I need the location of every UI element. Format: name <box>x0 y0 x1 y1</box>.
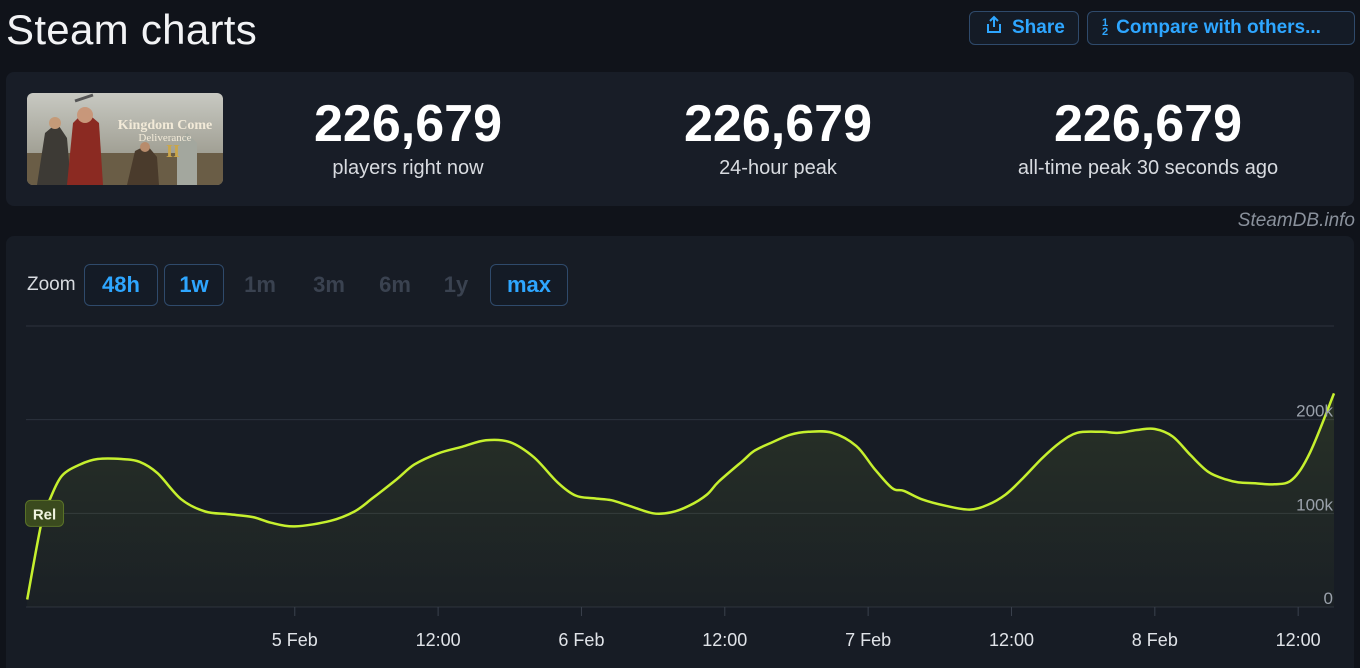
zoom-label: Zoom <box>27 274 76 295</box>
zoom-max-button[interactable]: max <box>490 264 568 306</box>
share-button[interactable]: Share <box>969 11 1079 45</box>
svg-text:Deliverance: Deliverance <box>138 132 191 144</box>
x-tick-label: 12:00 <box>416 630 461 650</box>
stat-players-now: 226,679 players right now <box>253 92 563 180</box>
y-tick-label: 0 <box>1324 589 1333 608</box>
steamdb-watermark[interactable]: SteamDB.info <box>1237 210 1355 231</box>
peak-24h-value: 226,679 <box>684 95 872 153</box>
zoom-1y-button[interactable]: 1y <box>443 272 469 297</box>
x-tick-label: 12:00 <box>702 630 747 650</box>
svg-text:II: II <box>166 141 180 161</box>
zoom-3m-button[interactable]: 3m <box>313 272 345 297</box>
x-tick-label: 7 Feb <box>845 630 891 650</box>
x-tick-label: 12:00 <box>989 630 1034 650</box>
x-tick-label: 5 Feb <box>272 630 318 650</box>
x-tick-label: 8 Feb <box>1132 630 1178 650</box>
share-label: Share <box>1012 17 1065 38</box>
compare-label: Compare with others... <box>1116 17 1321 38</box>
stats-panel: Kingdom Come Deliverance II 226,679 play… <box>6 72 1354 206</box>
game-thumbnail[interactable]: Kingdom Come Deliverance II <box>27 93 223 185</box>
zoom-6m-button[interactable]: 6m <box>379 272 411 297</box>
series-line <box>25 392 1336 600</box>
release-marker-label: Rel <box>33 506 56 523</box>
zoom-1w-button[interactable]: 1w <box>164 264 224 306</box>
all-time-peak-value: 226,679 <box>1054 95 1242 153</box>
x-tick-label: 6 Feb <box>558 630 604 650</box>
share-icon <box>984 15 1004 41</box>
stat-24h-peak: 226,679 24-hour peak <box>623 92 933 180</box>
all-time-peak-label: all-time peak 30 seconds ago <box>1017 157 1279 179</box>
svg-text:Kingdom Come: Kingdom Come <box>118 118 213 133</box>
y-tick-label: 100k <box>1296 495 1333 514</box>
players-now-value: 226,679 <box>314 95 502 153</box>
stat-all-time-peak: 226,679 all-time peak 30 seconds ago <box>973 92 1323 180</box>
x-tick-label: 12:00 <box>1276 630 1321 650</box>
peak-24h-label: 24-hour peak <box>719 157 837 179</box>
y-tick-label: 200k <box>1296 402 1333 421</box>
page-title: Steam charts <box>6 6 258 53</box>
release-marker[interactable] <box>25 499 65 527</box>
zoom-1m-button[interactable]: 1m <box>244 272 276 297</box>
players-now-label: players right now <box>332 157 484 179</box>
zoom-48h-button[interactable]: 48h <box>84 264 158 306</box>
series-area-fill <box>27 393 1335 607</box>
